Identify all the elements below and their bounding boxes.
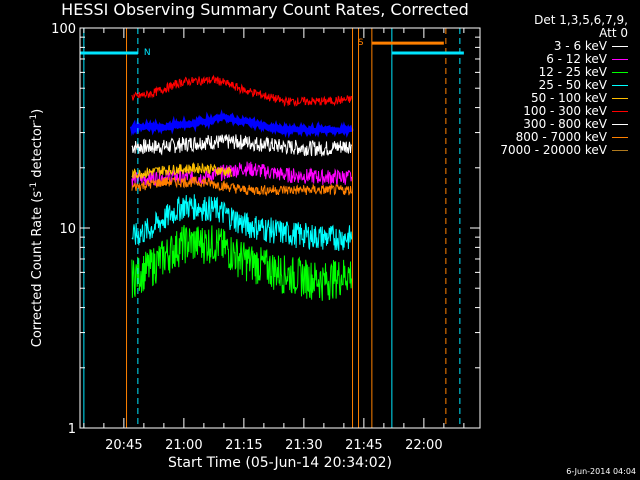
y-axis-label: Corrected Count Rate (s-1 detector-1): [29, 109, 45, 347]
legend-swatch-1: [612, 59, 628, 60]
y-tick-label-2: 100: [51, 22, 76, 37]
legend-label-4: 50 - 100 keV: [530, 91, 607, 105]
overlay-layer: NS: [80, 28, 464, 428]
series-line-2: [131, 225, 353, 301]
series-layer: [129, 74, 354, 301]
series-line-5: [131, 74, 353, 108]
legend-item-4: 50 - 100 keV: [488, 92, 628, 105]
legend-items: 3 - 6 keV 6 - 12 keV 12 - 25 keV 25 - 50 ke…: [488, 40, 628, 157]
legend-swatch-6: [612, 124, 628, 125]
chart-title: HESSI Observing Summary Count Rates, Cor…: [61, 0, 469, 19]
x-tick-label-4: 21:45: [345, 438, 382, 453]
y-axis-label-sup2: -1: [29, 114, 39, 123]
legend-swatch-4: [612, 98, 628, 99]
series-line-7: [131, 176, 353, 197]
series-line-3: [131, 194, 353, 251]
y-axis-label-sup: -1: [29, 182, 39, 191]
legend-label-7: 800 - 7000 keV: [515, 130, 607, 144]
legend-label-3: 25 - 50 keV: [538, 78, 607, 92]
axis-layer: 1 10 100 20:45 21:00 21:15 21:30 21:45 22:00: [51, 22, 480, 453]
flag-label-1: S: [358, 38, 364, 48]
y-axis-label-main: Corrected Count Rate (s: [30, 191, 45, 348]
legend-item-8: 7000 - 20000 keV: [488, 144, 628, 157]
legend-swatch-5: [612, 111, 628, 112]
legend-item-6: 300 - 800 keV: [488, 118, 628, 131]
legend-label-6: 300 - 800 keV: [523, 117, 607, 131]
legend-swatch-8: [612, 150, 628, 151]
legend-swatch-7: [612, 137, 628, 138]
x-tick-label-2: 21:15: [225, 438, 262, 453]
y-axis-label-end: ): [30, 109, 45, 114]
legend-label-2: 12 - 25 keV: [538, 65, 607, 79]
legend-label-1: 6 - 12 keV: [546, 52, 607, 66]
series-line-blue: [129, 109, 354, 139]
legend: Det 1,3,5,6,7,9, Att 0 3 - 6 keV 6 - 12 k…: [488, 14, 628, 157]
y-tick-label-1: 10: [59, 222, 76, 237]
legend-label-8: 7000 - 20000 keV: [500, 143, 607, 157]
x-tick-label-5: 22:00: [405, 438, 442, 453]
legend-item-0: 3 - 6 keV: [488, 40, 628, 53]
legend-swatch-3: [612, 85, 628, 86]
x-axis-label: Start Time (05-Jun-14 20:34:02): [168, 455, 392, 471]
timestamp: 6-Jun-2014 04:04: [566, 467, 636, 476]
y-axis-label-tail: detector: [30, 122, 45, 182]
legend-item-1: 6 - 12 keV: [488, 53, 628, 66]
legend-item-2: 12 - 25 keV: [488, 66, 628, 79]
legend-item-7: 800 - 7000 keV: [488, 131, 628, 144]
x-tick-label-1: 21:00: [165, 438, 202, 453]
legend-swatch-0: [612, 46, 628, 47]
legend-swatch-2: [612, 72, 628, 73]
legend-label-5: 100 - 300 keV: [523, 104, 607, 118]
legend-item-3: 25 - 50 keV: [488, 79, 628, 92]
x-tick-label-0: 20:45: [105, 438, 142, 453]
y-tick-label-0: 1: [68, 422, 76, 437]
legend-header-line-1: Det 1,3,5,6,7,9,: [534, 13, 628, 27]
legend-label-0: 3 - 6 keV: [553, 39, 607, 53]
x-tick-label-3: 21:30: [285, 438, 322, 453]
series-line-0: [131, 134, 353, 157]
legend-item-5: 100 - 300 keV: [488, 105, 628, 118]
flag-label-0: N: [144, 48, 151, 58]
legend-header-line-2: Att 0: [599, 26, 628, 40]
series-line-4: [131, 161, 233, 181]
